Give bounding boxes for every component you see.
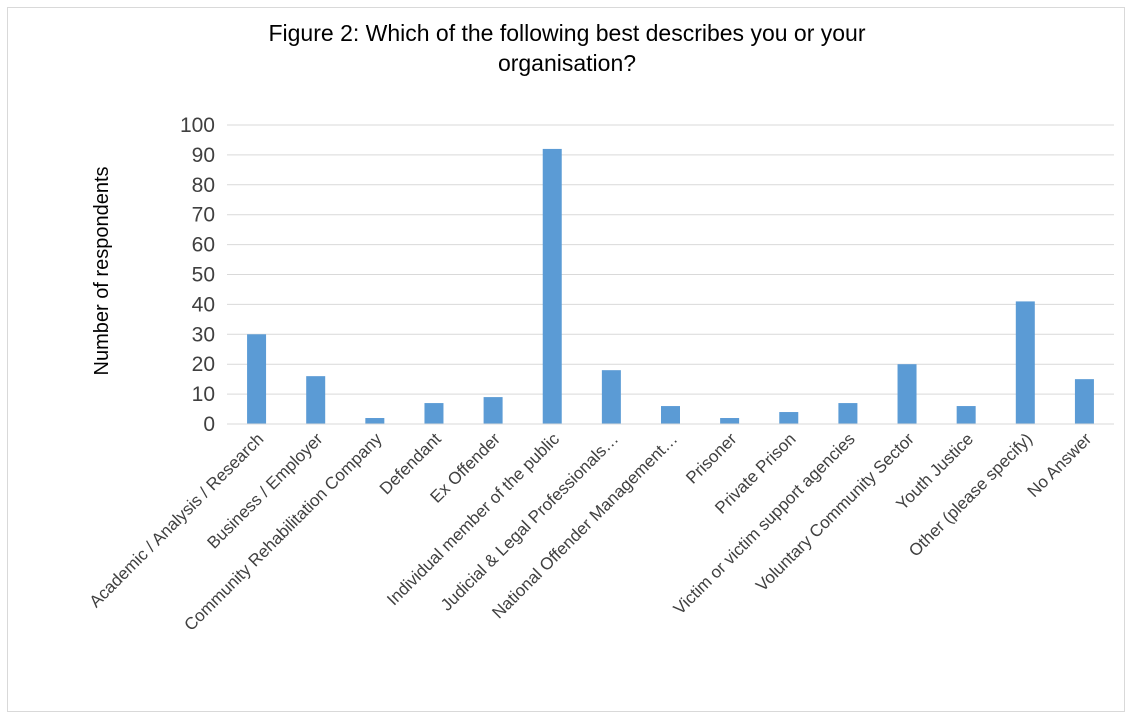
- bar: [542, 148, 562, 425]
- bar: [306, 376, 326, 424]
- bar: [779, 412, 799, 424]
- bar: [483, 397, 503, 424]
- bar: [247, 334, 267, 424]
- x-category-label: Prisoner: [682, 429, 740, 487]
- bar: [601, 370, 621, 424]
- x-category-label: Business / Employer: [204, 429, 327, 552]
- y-tick-label: 50: [192, 264, 215, 287]
- y-tick-label: 30: [192, 323, 215, 346]
- chart-title-line-1: Figure 2: Which of the following best de…: [268, 20, 865, 46]
- y-tick-label: 100: [180, 114, 215, 137]
- bar: [661, 406, 680, 424]
- y-axis-label: Number of respondents: [91, 166, 113, 375]
- bar: [720, 418, 740, 424]
- bar: [956, 406, 976, 424]
- bar: [897, 364, 917, 424]
- chart-area: Figure 2: Which of the following best de…: [7, 7, 1125, 712]
- bar: [838, 403, 858, 424]
- y-tick-label: 10: [192, 383, 215, 406]
- bar: [1074, 379, 1094, 424]
- bar: [1015, 301, 1035, 424]
- y-tick-label: 40: [192, 293, 215, 316]
- bars: [247, 148, 1094, 425]
- y-tick-label: 20: [192, 353, 215, 376]
- y-tick-label: 80: [192, 174, 215, 197]
- bar: [365, 418, 385, 424]
- y-tick-label: 0: [203, 413, 215, 436]
- y-tick-label: 90: [192, 144, 215, 167]
- y-axis-ticks: 0 10 20 30 40 50 60 70 80 90 100: [180, 114, 215, 436]
- bar: [424, 403, 444, 424]
- gridlines: [227, 124, 1114, 395]
- x-category-label: No Answer: [1024, 429, 1096, 501]
- chart-title-line-2: organisation?: [498, 50, 636, 76]
- y-tick-label: 70: [192, 204, 215, 227]
- bar-chart: Figure 2: Which of the following best de…: [86, 20, 1114, 635]
- y-tick-label: 60: [192, 234, 215, 257]
